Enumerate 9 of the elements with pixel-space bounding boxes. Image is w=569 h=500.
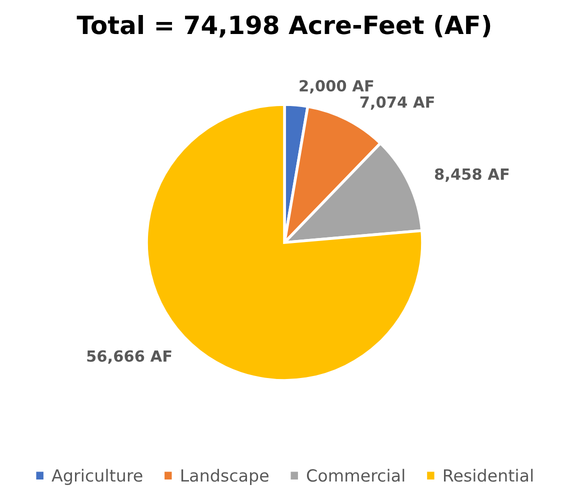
legend-label: Residential xyxy=(444,468,533,482)
data-label: 2,000 AF xyxy=(300,80,374,94)
legend-label: Commercial xyxy=(306,468,404,482)
data-label: 8,458 AF xyxy=(434,168,509,182)
legend-label: Agriculture xyxy=(52,468,142,485)
legend-label: Landscape xyxy=(181,468,268,485)
data-label: 7,074 AF xyxy=(360,96,434,110)
chart-title: Total = 74,198 Acre-Feet (AF) xyxy=(76,15,490,38)
data-label: 56,666 AF xyxy=(87,350,172,364)
